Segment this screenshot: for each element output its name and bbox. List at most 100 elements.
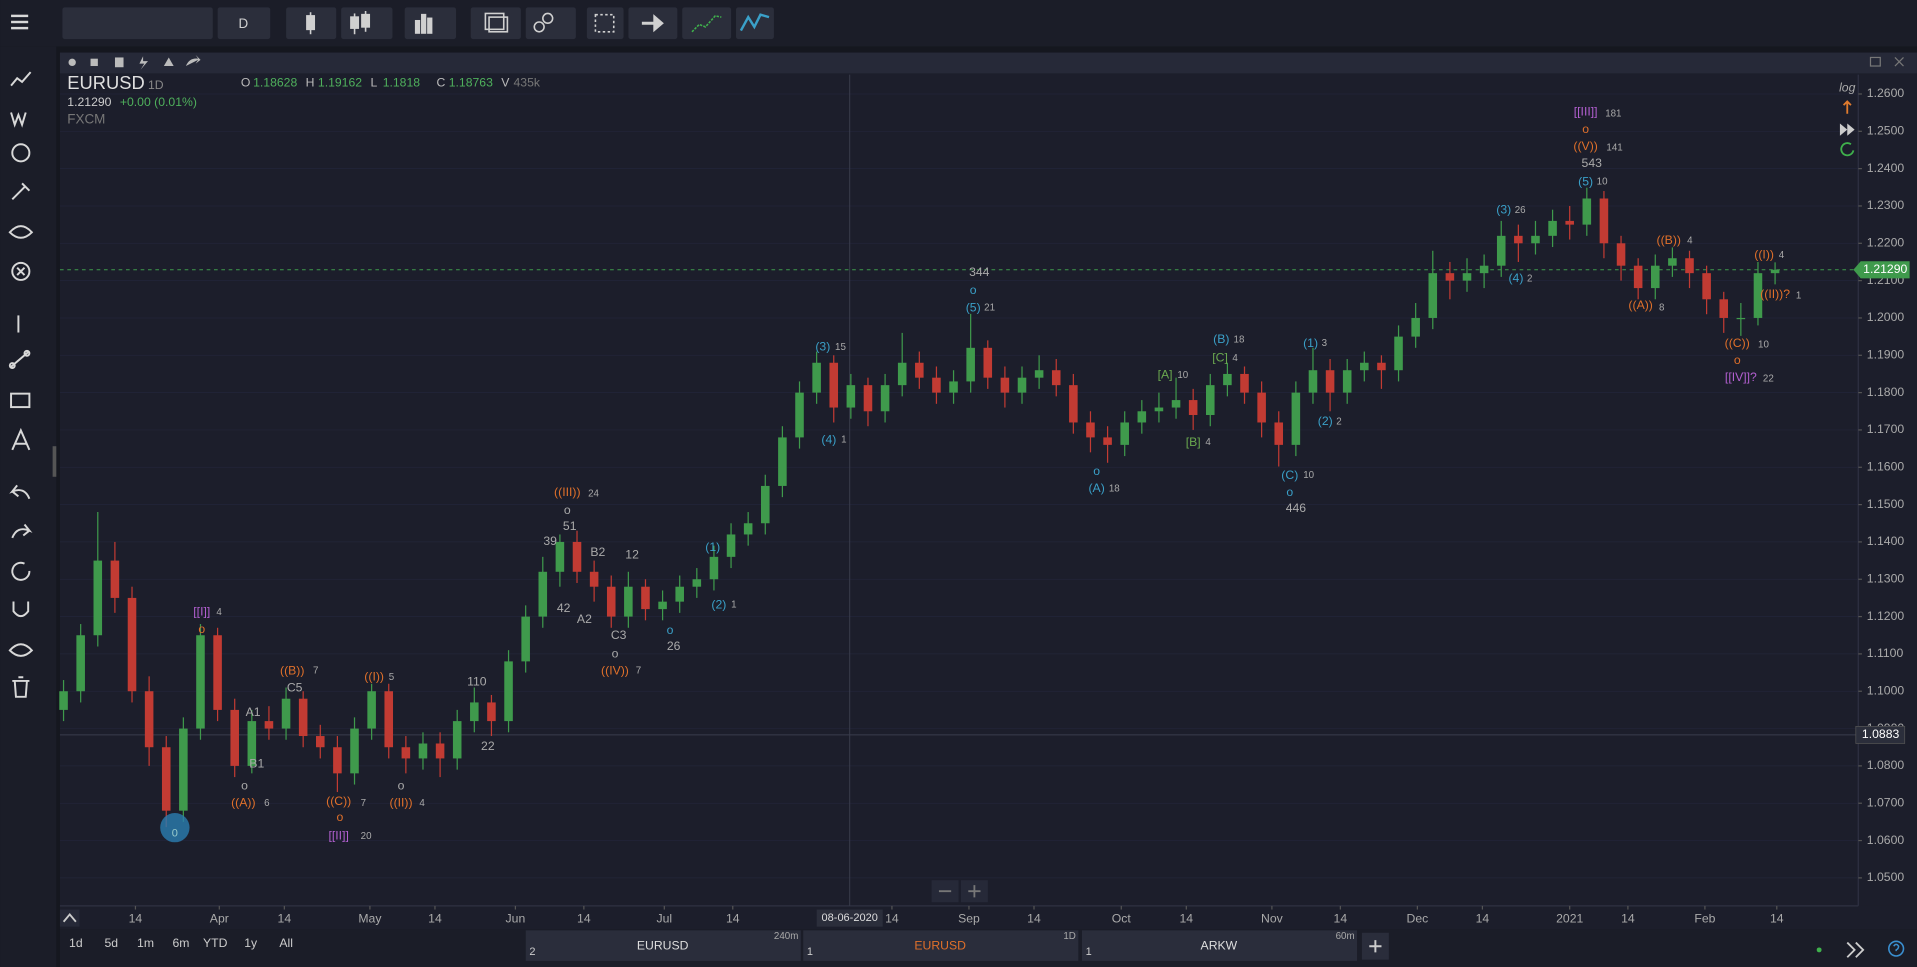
high-value: 1.19162 (318, 75, 362, 89)
source: FXCM (67, 111, 105, 126)
wave-label: (1) (705, 540, 720, 554)
wave-label: 141 (1606, 143, 1622, 154)
range-button[interactable]: YTD (203, 936, 228, 950)
range-button[interactable]: 1y (244, 936, 258, 950)
candle-body (812, 362, 821, 393)
symbol-tab[interactable] (525, 930, 801, 961)
candle-body (281, 698, 291, 729)
wave-label: 10 (1597, 177, 1608, 188)
wave-label: o (1093, 464, 1100, 478)
wave-label: (3) (815, 339, 830, 353)
symbol-input[interactable] (62, 7, 213, 40)
last-price-tag-label: 1.21290 (1863, 262, 1907, 276)
candle-body (298, 698, 308, 737)
zoom-buttons[interactable] (931, 880, 988, 903)
help-button[interactable] (1888, 940, 1905, 957)
x-tick-label: Jun (506, 912, 526, 926)
candle-body (127, 597, 137, 692)
candle-body (1342, 370, 1352, 393)
candle-body (1137, 411, 1147, 423)
link-button[interactable] (525, 7, 576, 40)
wave-label: 4 (1232, 353, 1238, 364)
candle-body (487, 702, 496, 722)
wave-label: 10 (1303, 470, 1314, 481)
wave-label: ((A)) (231, 795, 255, 809)
candle-body (1496, 235, 1506, 266)
symbol-tab[interactable] (1081, 930, 1358, 961)
wave-label: 7 (313, 666, 318, 677)
wave-label: [[I]] (193, 605, 210, 619)
tab-interval: 60m (1336, 931, 1355, 942)
candle-body (880, 385, 890, 412)
wave-label: 42 (557, 601, 571, 615)
wave-label: 51 (563, 519, 577, 533)
candle-body (1582, 198, 1592, 225)
wave-label: ((B)) (1657, 233, 1681, 247)
wave-label: 5 (389, 672, 395, 683)
wave-label: [[III]] (1574, 105, 1598, 119)
log-toggle[interactable]: log (1839, 80, 1856, 94)
candle-body (1650, 265, 1660, 289)
bottom-controls: 1d 5d 1m 6m YTD 1y All EURUSD 240m 2 EURUSD 1D 1 ARKW… (69, 930, 1389, 961)
candle-body (863, 385, 873, 412)
wave-label: 2 (1527, 273, 1532, 284)
candle-body (1308, 370, 1318, 393)
tab-interval: 1D (1063, 931, 1075, 942)
x-tick-label: Oct (1112, 912, 1132, 926)
candle-body (606, 586, 616, 617)
wave-label: B1 (249, 756, 264, 770)
open-value: 1.18628 (253, 75, 297, 89)
menu-button[interactable] (11, 14, 29, 30)
y-tick-label: 1.2400 (1867, 161, 1905, 175)
candle-body (350, 728, 359, 774)
interval-button[interactable] (217, 7, 271, 40)
collapse-icon (62, 913, 77, 923)
range-button[interactable]: 5d (105, 936, 119, 950)
wave-label: (2) (1318, 414, 1333, 428)
range-button[interactable]: All (279, 936, 293, 950)
x-tick-label: Sep (958, 912, 980, 926)
range-button[interactable]: 1d (69, 936, 83, 950)
candle-body (384, 691, 394, 748)
x-tick-label: 14 (1334, 912, 1348, 926)
candle-body (1445, 273, 1455, 281)
candle-body (110, 560, 120, 598)
x-tick-label: Nov (1261, 912, 1284, 926)
candle-body (401, 747, 411, 759)
layout-button[interactable] (470, 7, 521, 40)
crosshair-price-tag (1855, 725, 1906, 744)
chart-panel-header (59, 52, 1917, 74)
wave-label: o (241, 778, 248, 792)
help-icon (1893, 943, 1900, 952)
candle-body (1034, 370, 1044, 378)
y-tick-label: 1.0800 (1867, 758, 1905, 772)
wave-label: (1) (1303, 336, 1318, 350)
candle-body (1548, 220, 1557, 236)
select-button[interactable] (586, 7, 624, 40)
range-button[interactable]: 6m (172, 936, 189, 950)
y-tick-label: 1.2300 (1867, 198, 1905, 212)
candle-body (555, 541, 565, 572)
wave-label: (4) (1508, 271, 1523, 285)
candle-body (418, 743, 428, 759)
range-button[interactable]: 1m (137, 936, 154, 950)
wave-label: 26 (1515, 205, 1526, 216)
sidebar-scroll (52, 446, 57, 477)
compare-button[interactable] (682, 7, 732, 40)
y-tick-label: 1.1300 (1867, 571, 1905, 585)
y-tick-label: 1.1700 (1867, 422, 1905, 436)
candle-body (504, 661, 513, 722)
wave-label: o (398, 778, 405, 792)
expand-button[interactable] (1846, 941, 1865, 958)
tab-symbol: ARKW (1201, 938, 1238, 952)
candle-body (1274, 422, 1284, 445)
y-tick-label: 1.1600 (1867, 460, 1905, 474)
symbol-interval: 1D (148, 78, 164, 92)
collapse-button[interactable] (59, 909, 80, 927)
candle-body (1103, 437, 1112, 445)
candle-body (1188, 400, 1198, 416)
symbol-tab[interactable] (803, 930, 1079, 961)
y-tick-label: 1.1000 (1867, 683, 1905, 697)
candle-body (1702, 273, 1711, 300)
candle-body (1685, 258, 1694, 274)
